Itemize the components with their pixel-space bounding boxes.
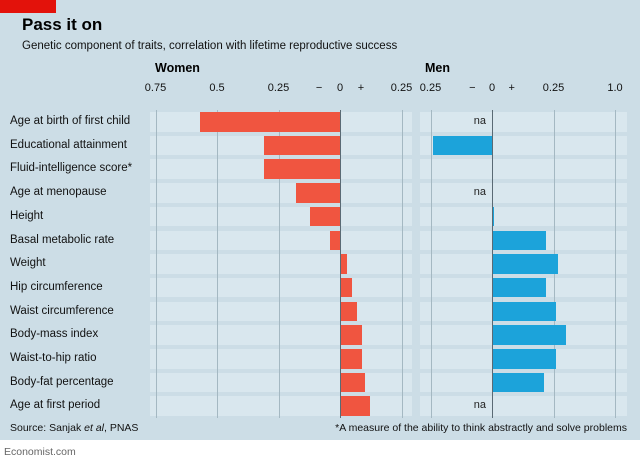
row-band-women [150, 183, 412, 203]
axis-tick-women: 0.5 [209, 82, 225, 94]
chart-subtitle: Genetic component of traits, correlation… [22, 40, 398, 52]
category-label: Basal metabolic rate [10, 233, 115, 246]
source-prefix: Source: Sanjak [10, 422, 85, 434]
category-label: Body-mass index [10, 328, 99, 341]
bar-women [263, 135, 340, 156]
bar-men [492, 230, 547, 250]
bar-women [340, 254, 348, 274]
bar-men [432, 135, 492, 156]
row-band-men [420, 183, 627, 203]
category-label: Age at menopause [10, 186, 107, 199]
row-band-men [420, 396, 627, 416]
bar-men [492, 301, 556, 322]
bar-women [340, 301, 358, 322]
axis-tick-women: 0 [336, 82, 344, 94]
row-band-women [150, 301, 412, 322]
row-band-women [150, 206, 412, 227]
axis-tick-men: + [508, 82, 515, 94]
bar-women [340, 325, 363, 345]
bar-women [330, 230, 340, 250]
category-label: Age at first period [10, 399, 101, 412]
axis-tick-men: − [469, 82, 476, 94]
bar-men [492, 254, 559, 274]
chart-card: Pass it on Genetic component of traits, … [0, 0, 640, 440]
bar-women [340, 277, 353, 298]
category-label: Waist-to-hip ratio [10, 352, 97, 364]
row-band-women [150, 396, 412, 416]
category-label: Weight [10, 257, 46, 270]
bar-women [340, 372, 365, 393]
gridline-women [401, 110, 403, 419]
zero-line-women [340, 110, 341, 419]
bar-women [295, 183, 340, 203]
bar-women [310, 206, 340, 227]
gridline-women [155, 110, 157, 419]
axis-tick-women: − [315, 82, 323, 94]
row-band-women [150, 230, 412, 250]
axis-tick-men: 0.25 [419, 82, 442, 94]
bar-women [263, 159, 340, 179]
row-band-women [150, 372, 412, 393]
axis-tick-men: 1.0 [607, 82, 623, 94]
source-note: Source: Sanjak et al, PNAS [10, 422, 138, 434]
row-band-men [420, 206, 627, 227]
source-suffix: , PNAS [104, 422, 139, 434]
axis-tick-women: 0.75 [144, 82, 167, 94]
row-band-men [420, 112, 627, 132]
category-label: Height [10, 209, 44, 222]
category-label: Educational attainment [10, 138, 127, 151]
axis-tick-men: 0.25 [542, 82, 565, 94]
gridline-men [615, 110, 616, 419]
na-label: na [473, 186, 486, 199]
row-band-women [150, 349, 412, 369]
bar-women [199, 112, 340, 132]
category-label: Waist circumference [10, 304, 114, 317]
category-label: Hip circumference [10, 280, 103, 293]
axis-tick-women: 0.25 [390, 82, 413, 94]
bar-men [492, 277, 547, 298]
row-band-men [420, 159, 627, 179]
panel-header-men: Men [425, 61, 450, 75]
category-label: Age at birth of first child [10, 115, 131, 127]
chart-title: Pass it on [22, 15, 103, 34]
bar-men [492, 372, 544, 393]
economist-red-tab [0, 0, 56, 13]
economist-com-link[interactable]: Economist.com [4, 446, 76, 458]
axis-tick-men: 0 [488, 82, 496, 94]
category-label: Body-fat percentage [10, 375, 114, 388]
bar-women [340, 396, 370, 416]
na-label: na [473, 399, 486, 412]
bar-men [492, 325, 566, 345]
axis-tick-women: + [357, 82, 365, 94]
gridline-women [217, 110, 218, 419]
row-band-women [150, 277, 412, 298]
source-italic: et al [84, 422, 104, 434]
footnote: *A measure of the ability to think abstr… [335, 422, 627, 434]
category-label: Fluid-intelligence score* [10, 162, 133, 175]
gridline-men [430, 110, 432, 419]
panel-header-women: Women [155, 61, 200, 75]
bar-men [492, 206, 495, 227]
bar-women [340, 349, 363, 369]
bottom-bar: Economist.com [0, 440, 640, 462]
row-band-women [150, 325, 412, 345]
gridline-women [278, 110, 280, 419]
row-band-women [150, 254, 412, 274]
zero-line-men [492, 110, 493, 419]
na-label: na [473, 115, 486, 127]
plot-area: 0.75 0.5 0.25−0 +0.25 0.25−0 +0.25 1.0 Age at b… [10, 82, 627, 419]
bar-men [492, 349, 556, 369]
axis-tick-women: 0.25 [267, 82, 290, 94]
